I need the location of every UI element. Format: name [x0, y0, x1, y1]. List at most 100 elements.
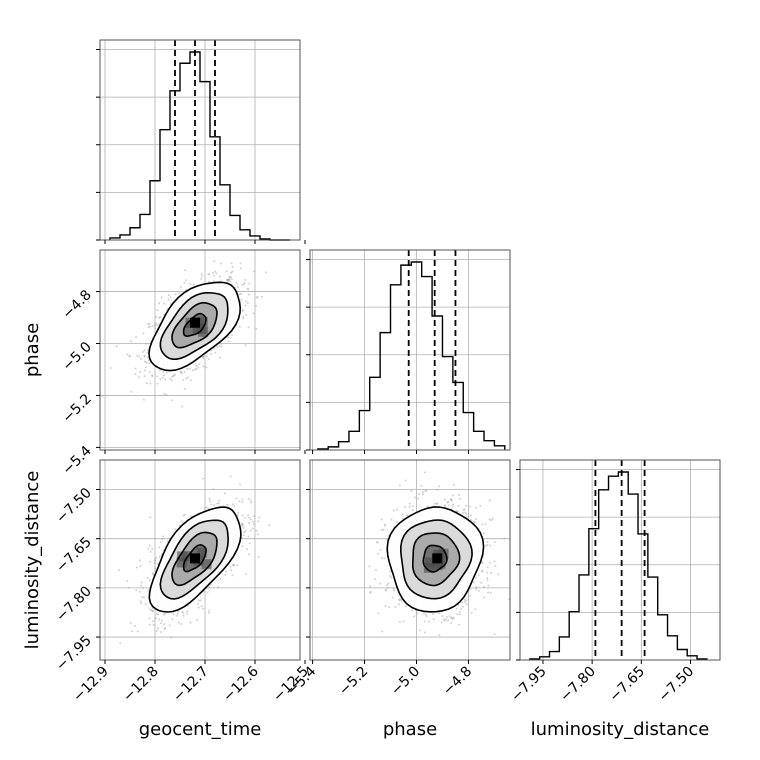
scatter-point [145, 382, 148, 385]
scatter-point [214, 351, 217, 354]
scatter-point [187, 376, 190, 379]
scatter-point [408, 502, 411, 505]
scatter-point [145, 361, 148, 364]
scatter-point [171, 618, 174, 621]
scatter-point [377, 552, 380, 555]
contour-line [386, 506, 485, 613]
scatter-point [422, 612, 425, 615]
scatter-point [450, 498, 453, 501]
scatter-point [487, 591, 490, 594]
scatter-point [457, 494, 460, 497]
scatter-point [197, 606, 200, 609]
scatter-point [143, 360, 146, 363]
scatter-point [455, 509, 458, 512]
scatter-point [237, 511, 240, 514]
scatter-point [411, 509, 414, 512]
scatter-point [130, 390, 133, 393]
scatter-point [472, 581, 475, 584]
scatter-point [412, 505, 415, 508]
scatter-point [376, 541, 379, 544]
scatter-point [163, 374, 166, 377]
panel-frame [309, 459, 511, 661]
x-axis-title-geocent_time: geocent_time [139, 719, 262, 740]
scatter-point [445, 615, 448, 618]
scatter-point [147, 547, 150, 550]
scatter-point [404, 605, 407, 608]
scatter-point [243, 517, 246, 520]
contour-line [412, 532, 461, 587]
scatter-point [464, 504, 467, 507]
scatter-point [159, 541, 162, 544]
scatter-point [251, 520, 254, 523]
scatter-point [197, 599, 200, 602]
scatter-point [384, 588, 387, 591]
scatter-point [164, 627, 167, 630]
scatter-point [497, 573, 500, 576]
scatter-point [375, 541, 378, 544]
scatter-point [205, 355, 208, 358]
scatter-point [152, 573, 155, 576]
scatter-point [473, 520, 476, 523]
scatter-point [229, 280, 232, 283]
scatter-point [119, 642, 122, 645]
scatter-point [178, 292, 181, 295]
scatter-point [227, 280, 230, 283]
scatter-point [390, 576, 393, 579]
histogram-step-line [109, 51, 290, 241]
scatter-point [148, 325, 151, 328]
scatter-point [134, 373, 137, 376]
histogram-panel-phase [306, 249, 511, 454]
scatter-point [154, 567, 157, 570]
scatter-point [482, 532, 485, 535]
scatter-point [425, 615, 428, 618]
scatter-point [469, 505, 472, 508]
scatter-point [179, 285, 182, 288]
scatter-point [465, 602, 468, 605]
scatter-point [463, 508, 466, 511]
scatter-point [251, 527, 254, 530]
scatter-point [165, 393, 168, 396]
scatter-point [126, 580, 129, 583]
scatter-point [194, 364, 197, 367]
scatter-point [250, 501, 253, 504]
scatter-point [217, 502, 220, 505]
scatter-point [228, 275, 231, 278]
scatter-point [168, 377, 171, 380]
scatter-point [258, 516, 261, 519]
contour-line [148, 506, 242, 613]
scatter-point [255, 304, 258, 307]
scatter-point [256, 295, 259, 298]
scatter-point [201, 275, 204, 278]
scatter-point [169, 296, 172, 299]
scatter-point [460, 608, 463, 611]
scatter-point [385, 538, 388, 541]
scatter-point [149, 516, 152, 519]
scatter-point [441, 615, 444, 618]
scatter-point [109, 367, 112, 370]
scatter-point [200, 605, 203, 608]
scatter-point [452, 483, 455, 486]
y-tick-label: −7.80 [53, 583, 95, 625]
scatter-point [231, 270, 234, 273]
scatter-point [257, 520, 260, 523]
scatter-point [140, 357, 143, 360]
scatter-point [388, 575, 391, 578]
scatter-point [480, 570, 483, 573]
scatter-point [214, 270, 217, 273]
scatter-point [480, 561, 483, 564]
scatter-point [449, 498, 452, 501]
scatter-point [146, 356, 149, 359]
scatter-point [158, 555, 161, 558]
scatter-point [231, 503, 234, 506]
scatter-point [458, 613, 461, 616]
scatter-point [144, 603, 147, 606]
scatter-point [134, 624, 137, 627]
scatter-point [172, 613, 175, 616]
scatter-point [135, 336, 138, 339]
scatter-point [148, 544, 151, 547]
contour-line [148, 281, 242, 372]
scatter-point [470, 519, 473, 522]
scatter-point [208, 273, 211, 276]
scatter-point [247, 293, 250, 296]
scatter-point [148, 623, 151, 626]
